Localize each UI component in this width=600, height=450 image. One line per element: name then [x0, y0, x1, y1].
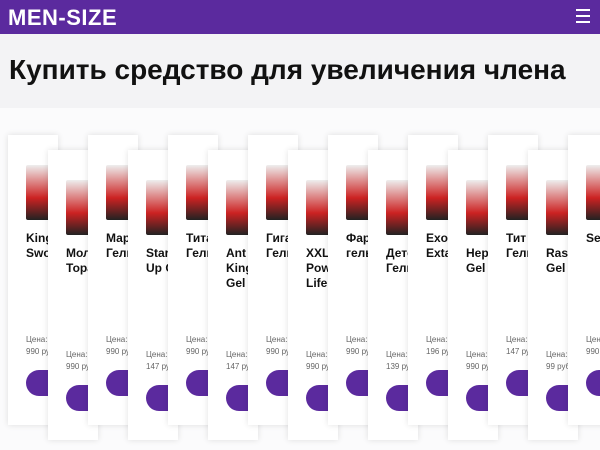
- price-label: Цена:: [106, 335, 128, 344]
- price-label: Цена:: [466, 350, 488, 359]
- product-name[interactable]: Hep Gel: [466, 246, 489, 275]
- product-price: 147 руб: [146, 362, 175, 371]
- product-name[interactable]: Se Ge: [586, 231, 600, 245]
- price-label: Цена:: [426, 335, 448, 344]
- product-price: 99 руб: [546, 362, 571, 371]
- product-name[interactable]: Мол Тора: [66, 246, 94, 275]
- price-label: Цена:: [306, 350, 328, 359]
- product-name[interactable]: Дете Гели: [386, 246, 414, 275]
- product-price: 990 руб: [586, 347, 600, 356]
- product-price: 990 руб: [346, 347, 375, 356]
- price-label: Цена:: [226, 350, 248, 359]
- product-price: 990 руб: [466, 362, 495, 371]
- product-price: 990 руб: [266, 347, 295, 356]
- menu-button[interactable]: [576, 9, 590, 23]
- price-label: Цена:: [266, 335, 288, 344]
- header: MEN-SIZE: [0, 0, 600, 34]
- product-name[interactable]: Фар гель: [346, 231, 373, 260]
- product-image[interactable]: [586, 165, 600, 220]
- price-label: Цена:: [546, 350, 568, 359]
- product-price: 147 руб: [506, 347, 535, 356]
- buy-button[interactable]: Купить: [586, 370, 600, 396]
- price-label: Цена:: [146, 350, 168, 359]
- product-price: 139 руб: [386, 362, 415, 371]
- logo[interactable]: MEN-SIZE: [8, 5, 118, 30]
- price-label: Цена:: [66, 350, 88, 359]
- price-label: Цена:: [186, 335, 208, 344]
- price-label: Цена:: [26, 335, 48, 344]
- product-name[interactable]: Exo Exta: [426, 231, 452, 260]
- price-label: Цена:: [506, 335, 528, 344]
- product-price: 196 руб: [426, 347, 455, 356]
- product-card[interactable]: Se Ge Цена: 990 руб Купить: [568, 135, 600, 425]
- price-label: Цена:: [386, 350, 408, 359]
- product-price: 147 руб: [226, 362, 255, 371]
- price-label: Цена:: [586, 335, 600, 344]
- page-title: Купить средство для увеличения члена: [9, 54, 566, 85]
- title-band: [0, 34, 600, 108]
- product-name[interactable]: Ant King Gel: [226, 246, 253, 290]
- product-price: 990 руб: [106, 347, 135, 356]
- product-price: 990 руб: [26, 347, 55, 356]
- product-name[interactable]: Тита Гели: [186, 231, 214, 260]
- product-name[interactable]: King Swo: [26, 231, 53, 260]
- product-name[interactable]: Тит Гели: [506, 231, 534, 260]
- price-label: Цена:: [346, 335, 368, 344]
- product-price: 990 руб: [186, 347, 215, 356]
- product-price: 990 руб: [66, 362, 95, 371]
- product-name[interactable]: Гига Гели: [266, 231, 294, 260]
- product-list: King Swo Цена: 990 руб Купить Мол Тора Цена: 9…: [0, 108, 600, 450]
- product-name[interactable]: Мар Гели: [106, 231, 134, 260]
- product-price: 990 руб: [306, 362, 335, 371]
